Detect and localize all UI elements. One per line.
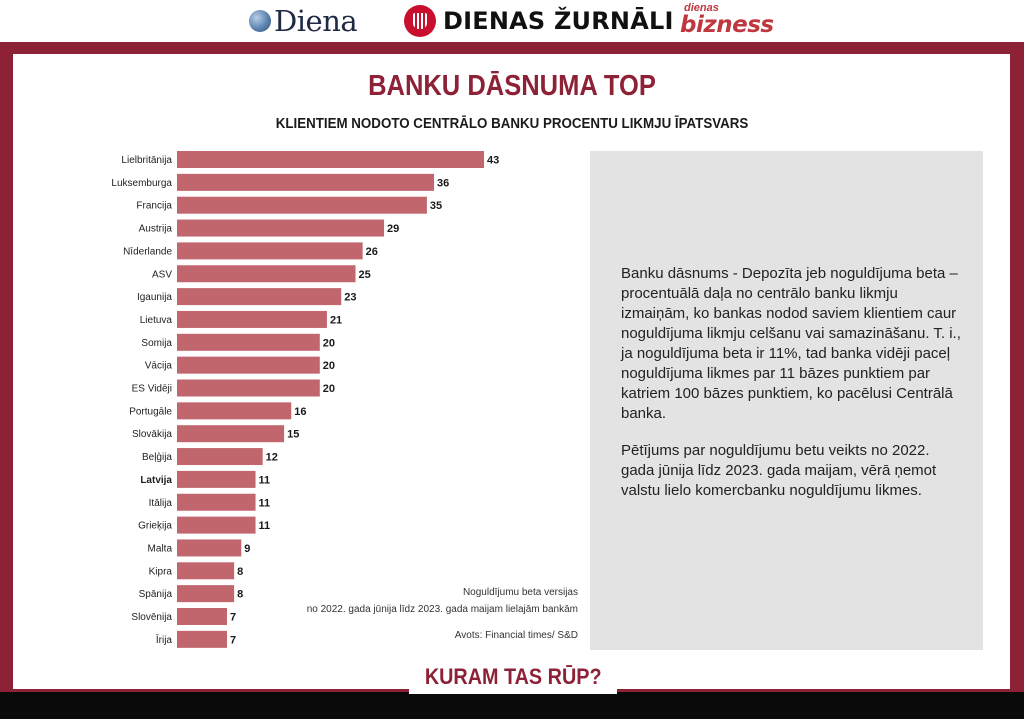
value-label: 8	[237, 566, 243, 578]
footer-tag: KURAM TAS RŪP?	[409, 660, 617, 694]
category-label: Beļģija	[142, 450, 172, 463]
category-label: Itālija	[149, 498, 173, 509]
category-label: ES Vidēji	[132, 384, 172, 395]
bar	[177, 173, 435, 191]
category-label: Igaunija	[137, 292, 172, 303]
category-label: Malta	[148, 543, 173, 554]
bar	[177, 562, 235, 580]
value-label: 36	[437, 177, 449, 189]
bar	[177, 151, 485, 168]
category-label: Vācija	[145, 361, 173, 372]
value-label: 20	[323, 337, 335, 349]
dienas-bizness-logo-small: dienas	[684, 2, 719, 14]
diena-logo[interactable]: Diena	[249, 4, 358, 38]
category-label: Slovēnija	[131, 612, 172, 623]
dienas-bizness-logo-text: bizness	[680, 12, 774, 38]
bar	[177, 630, 227, 648]
bar	[177, 242, 363, 260]
value-label: 11	[259, 497, 271, 509]
zurnali-badge-icon	[404, 5, 436, 37]
value-label: 11	[259, 520, 271, 532]
info-box: Banku dāsnums - Depozīta jeb noguldījuma…	[590, 151, 983, 650]
category-label: Grieķija	[138, 521, 172, 532]
footer-tag-text: KURAM TAS RŪP?	[424, 664, 602, 689]
value-label: 20	[323, 383, 335, 395]
dienas-bizness-logo[interactable]: dienas bizness	[680, 2, 1024, 38]
bar	[177, 608, 227, 625]
category-label: Nīderlande	[123, 246, 172, 257]
bar	[177, 493, 256, 511]
category-label: Austrija	[139, 224, 173, 235]
value-label: 29	[387, 223, 399, 235]
chart-subtitle: KLIENTIEM NODOTO CENTRĀLO BANKU PROCENTU…	[275, 116, 749, 132]
bar	[177, 425, 285, 443]
category-label: Portugāle	[129, 406, 172, 417]
category-label: Luksemburga	[111, 178, 172, 189]
bar	[177, 219, 385, 237]
bar	[177, 379, 320, 397]
bar	[177, 265, 356, 283]
value-label: 26	[366, 246, 378, 258]
value-label: 7	[230, 612, 236, 624]
bar	[177, 310, 327, 328]
value-label: 25	[359, 269, 371, 281]
bar	[177, 196, 427, 214]
category-label: Latvija	[140, 475, 172, 486]
chart-note-line1: Noguldījumu beta versijas	[462, 587, 578, 598]
chart-title: BANKU DĀSNUMA TOP	[368, 70, 656, 102]
value-label: 8	[237, 589, 243, 601]
category-label: Īrija	[156, 634, 173, 646]
info-paragraph-study: Pētījums par noguldījumu betu veikts no …	[621, 442, 937, 499]
category-label: Kipra	[149, 566, 173, 577]
chart-source: Avots: Financial times/ S&D	[454, 630, 578, 641]
dienas-zurnali-logo-text: DIENAS ŽURNĀLI	[443, 7, 674, 35]
bar	[177, 448, 263, 466]
info-paragraph-definition: Banku dāsnums - Depozīta jeb noguldījuma…	[621, 265, 961, 422]
category-label: ASV	[152, 269, 172, 280]
category-label: Francija	[136, 201, 172, 212]
dienas-zurnali-logo[interactable]: DIENAS ŽURNĀLI	[404, 4, 674, 38]
value-label: 43	[487, 155, 499, 167]
value-label: 15	[287, 429, 299, 441]
bar	[177, 356, 320, 374]
category-label: Somija	[141, 338, 172, 349]
bar	[177, 402, 292, 420]
bar	[177, 539, 242, 557]
globe-icon	[249, 10, 271, 32]
value-label: 21	[330, 314, 342, 326]
value-label: 7	[230, 634, 236, 646]
diena-logo-text: Diena	[274, 4, 358, 38]
bar	[177, 470, 256, 488]
value-label: 9	[244, 543, 250, 555]
value-label: 20	[323, 360, 335, 372]
bar	[177, 585, 235, 603]
value-label: 23	[344, 292, 356, 304]
category-label: Lietuva	[140, 315, 173, 326]
bar	[177, 333, 320, 351]
category-label: Spānija	[139, 589, 173, 600]
bar	[177, 288, 342, 306]
bottom-bar	[0, 692, 1024, 719]
value-label: 16	[294, 406, 306, 418]
header-logos: Diena DIENAS ŽURNĀLI dienas bizness	[0, 0, 1024, 42]
bar	[177, 516, 256, 534]
value-label: 11	[259, 474, 271, 486]
value-label: 12	[266, 452, 278, 464]
category-label: Lielbritānija	[121, 155, 172, 166]
category-label: Slovākija	[132, 429, 172, 440]
value-label: 35	[430, 200, 442, 212]
chart-note-line2: no 2022. gada jūnija līdz 2023. gada mai…	[306, 604, 578, 615]
